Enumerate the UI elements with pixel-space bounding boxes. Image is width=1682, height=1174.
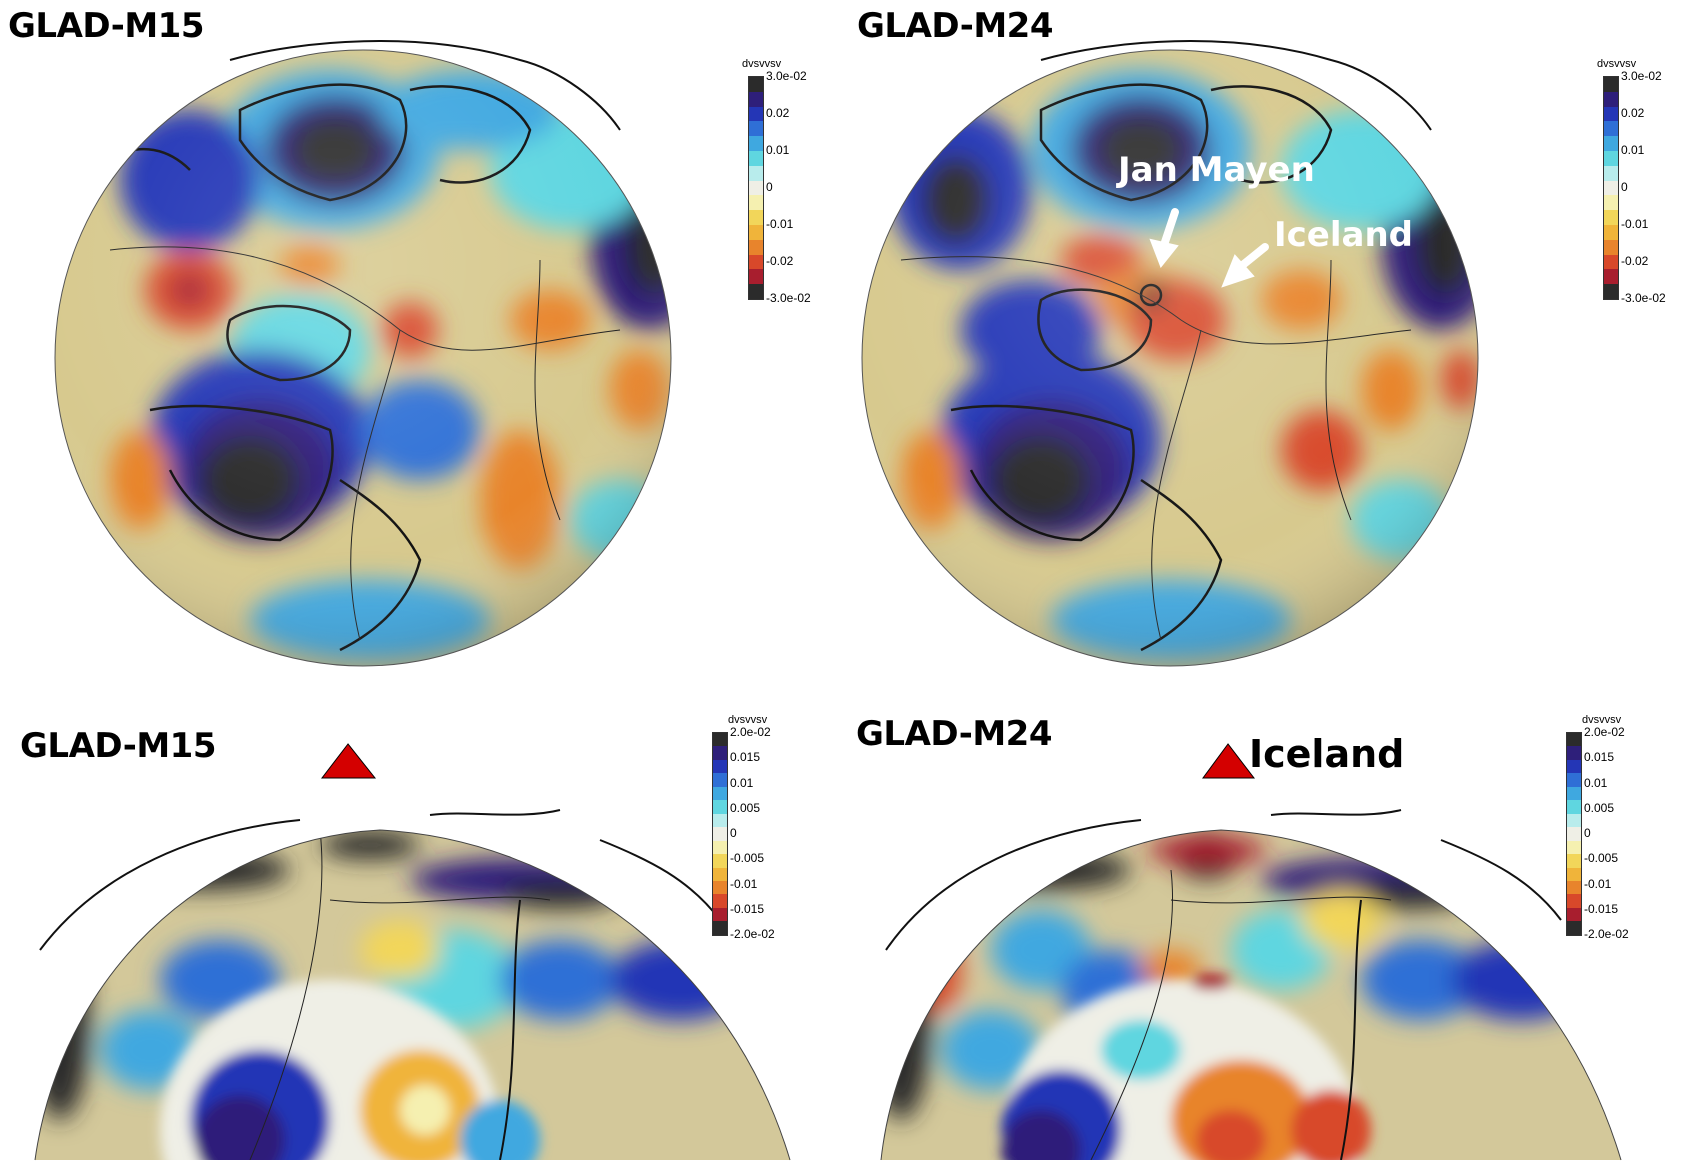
colorbar-tick-label: 0.02 xyxy=(766,106,790,120)
colorbar-tick-label: 3.0e-02 xyxy=(1621,69,1662,83)
globe-map xyxy=(861,40,1479,667)
iceland-label: Iceland xyxy=(1249,732,1405,776)
colorbar-tick-label: 3.0e-02 xyxy=(766,69,807,83)
colorbar-tick-label: 0.02 xyxy=(1621,106,1645,120)
colorbar-title: dvsvvsv xyxy=(1582,714,1622,726)
colorbar-tick-label: 0.005 xyxy=(1584,800,1615,815)
colorbar-tick-label: -2.0e-02 xyxy=(1584,927,1629,941)
arrow-icon xyxy=(1149,208,1269,288)
colorbar-tick-label: 0 xyxy=(1621,180,1628,194)
colorbar-tick-label: 0.005 xyxy=(730,800,761,815)
colorbar-scale xyxy=(712,732,728,936)
panel-glad-m15-bottom: GLAD-M15 xyxy=(0,714,841,1174)
colorbar-scale xyxy=(748,76,764,300)
colorbar-tick-label: 0 xyxy=(730,826,737,840)
red-triangle-icon xyxy=(320,743,377,779)
colorbar-tick-label: -0.015 xyxy=(1584,901,1619,916)
panel-title: GLAD-M24 xyxy=(857,6,1054,46)
colorbar-tick-label: 0.015 xyxy=(730,750,761,765)
colorbar-tick-label: -0.02 xyxy=(1621,254,1649,268)
cross-section-map xyxy=(880,743,1622,1161)
colorbar-tick-label: 0.01 xyxy=(1584,775,1608,790)
colorbar-tick-label: -0.005 xyxy=(730,851,765,866)
colorbar: dvsvvsv 2.0e-02 0.015 0.01 0.005 0 -0.005 -0.0… xyxy=(1560,714,1670,954)
colorbar-scale xyxy=(1566,732,1582,936)
globe-map xyxy=(54,40,672,667)
colorbar-tick-label: 0.01 xyxy=(1621,143,1645,157)
colorbar-scale xyxy=(1603,76,1619,300)
colorbar-tick-label: 0.015 xyxy=(1584,750,1615,765)
colorbar-tick-label: -0.01 xyxy=(1584,876,1612,891)
cross-section-map xyxy=(34,743,791,1161)
colorbar-tick-label: 0 xyxy=(766,180,773,194)
colorbar: dvsvvsv 3.0e-02 0.02 0.01 0 -0.01 -0.02 -3.0e-… xyxy=(1595,58,1682,318)
colorbar-tick-label: -3.0e-02 xyxy=(1621,291,1666,305)
colorbar-tick-label: 2.0e-02 xyxy=(1584,725,1625,739)
colorbar-tick-label: 0.01 xyxy=(766,143,790,157)
panel-glad-m15-top: GLAD-M15 xyxy=(0,0,841,720)
colorbar-tick-label: -0.01 xyxy=(1621,217,1649,231)
colorbar-tick-label: -0.005 xyxy=(1584,851,1619,866)
colorbar-tick-label: -0.015 xyxy=(730,901,765,916)
red-triangle-icon xyxy=(1202,743,1256,779)
colorbar: dvsvvsv 3.0e-02 0.02 0.01 0 -0.01 -0.02 -3.0e-… xyxy=(740,58,840,318)
jan-mayen-label: Jan Mayen xyxy=(1118,150,1315,190)
colorbar-title: dvsvvsv xyxy=(728,714,768,726)
colorbar-tick-label: -3.0e-02 xyxy=(766,291,811,305)
colorbar-tick-label: -0.02 xyxy=(766,254,794,268)
panel-title: GLAD-M24 xyxy=(856,714,1053,754)
colorbar-tick-label: 0.01 xyxy=(730,775,754,790)
colorbar-tick-label: 2.0e-02 xyxy=(730,725,771,739)
panel-title: GLAD-M15 xyxy=(20,726,217,766)
colorbar-title: dvsvvsv xyxy=(1597,58,1637,70)
iceland-label: Iceland xyxy=(1274,215,1414,255)
colorbar-tick-label: -0.01 xyxy=(766,217,794,231)
colorbar-title: dvsvvsv xyxy=(742,58,782,70)
colorbar-tick-label: -2.0e-02 xyxy=(730,927,775,941)
colorbar-tick-label: 0 xyxy=(1584,826,1591,840)
colorbar-tick-label: -0.01 xyxy=(730,876,758,891)
panel-glad-m24-bottom: GLAD-M24 xyxy=(841,714,1682,1174)
panel-glad-m24-top: GLAD-M24 xyxy=(841,0,1682,720)
panel-title: GLAD-M15 xyxy=(8,6,205,46)
colorbar: dvsvvsv 2.0e-02 0.015 0.01 0.005 0 -0.005 -0.0… xyxy=(706,714,816,954)
